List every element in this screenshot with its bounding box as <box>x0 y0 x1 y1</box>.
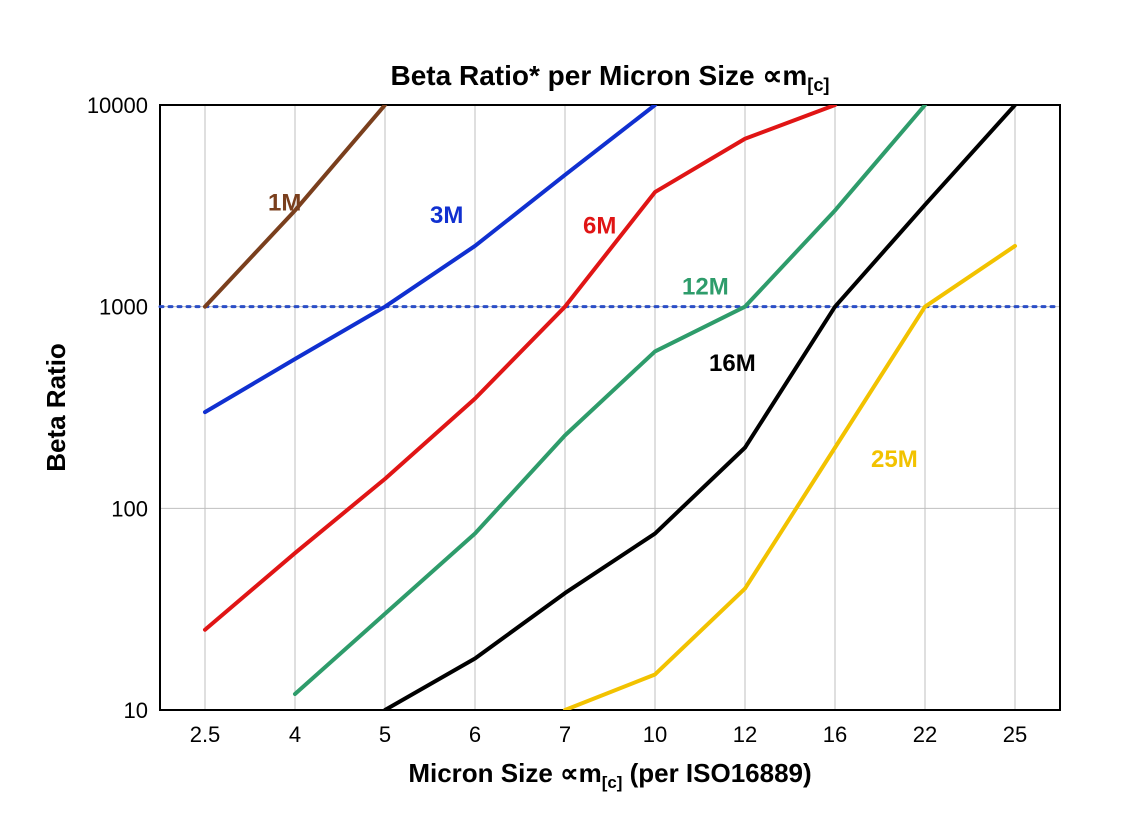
x-tick-label: 25 <box>1003 722 1027 747</box>
x-tick-label: 5 <box>379 722 391 747</box>
series-label-6M: 6M <box>583 213 616 240</box>
chart-container: 1M 3M 6M 12M 16M 25M 2.5 4 5 6 7 10 12 16 22 25 10 100 100… <box>0 0 1146 818</box>
x-tick-label: 10 <box>643 722 667 747</box>
x-tick-label: 7 <box>559 722 571 747</box>
series-label-16M: 16M <box>709 350 756 377</box>
x-tick-label: 6 <box>469 722 481 747</box>
x-tick-label: 12 <box>733 722 757 747</box>
beta-ratio-chart: 1M 3M 6M 12M 16M 25M 2.5 4 5 6 7 10 12 16 22 25 10 100 100… <box>0 0 1146 818</box>
chart-title: Beta Ratio* per Micron Size ∝m[c] <box>391 60 830 95</box>
x-tick-label: 16 <box>823 722 847 747</box>
y-tick-label: 10 <box>124 698 148 723</box>
series-label-12M: 12M <box>682 273 729 300</box>
x-tick-label: 2.5 <box>190 722 221 747</box>
y-tick-label: 100 <box>111 496 148 521</box>
y-tick-label: 10000 <box>87 93 148 118</box>
series-label-1M: 1M <box>268 189 301 216</box>
x-tick-label: 22 <box>913 722 937 747</box>
series-label-25M: 25M <box>871 446 918 473</box>
y-axis-label: Beta Ratio <box>41 343 71 472</box>
y-tick-label: 1000 <box>99 295 148 320</box>
x-tick-label: 4 <box>289 722 301 747</box>
chart-background <box>0 0 1146 818</box>
series-label-3M: 3M <box>430 202 463 229</box>
